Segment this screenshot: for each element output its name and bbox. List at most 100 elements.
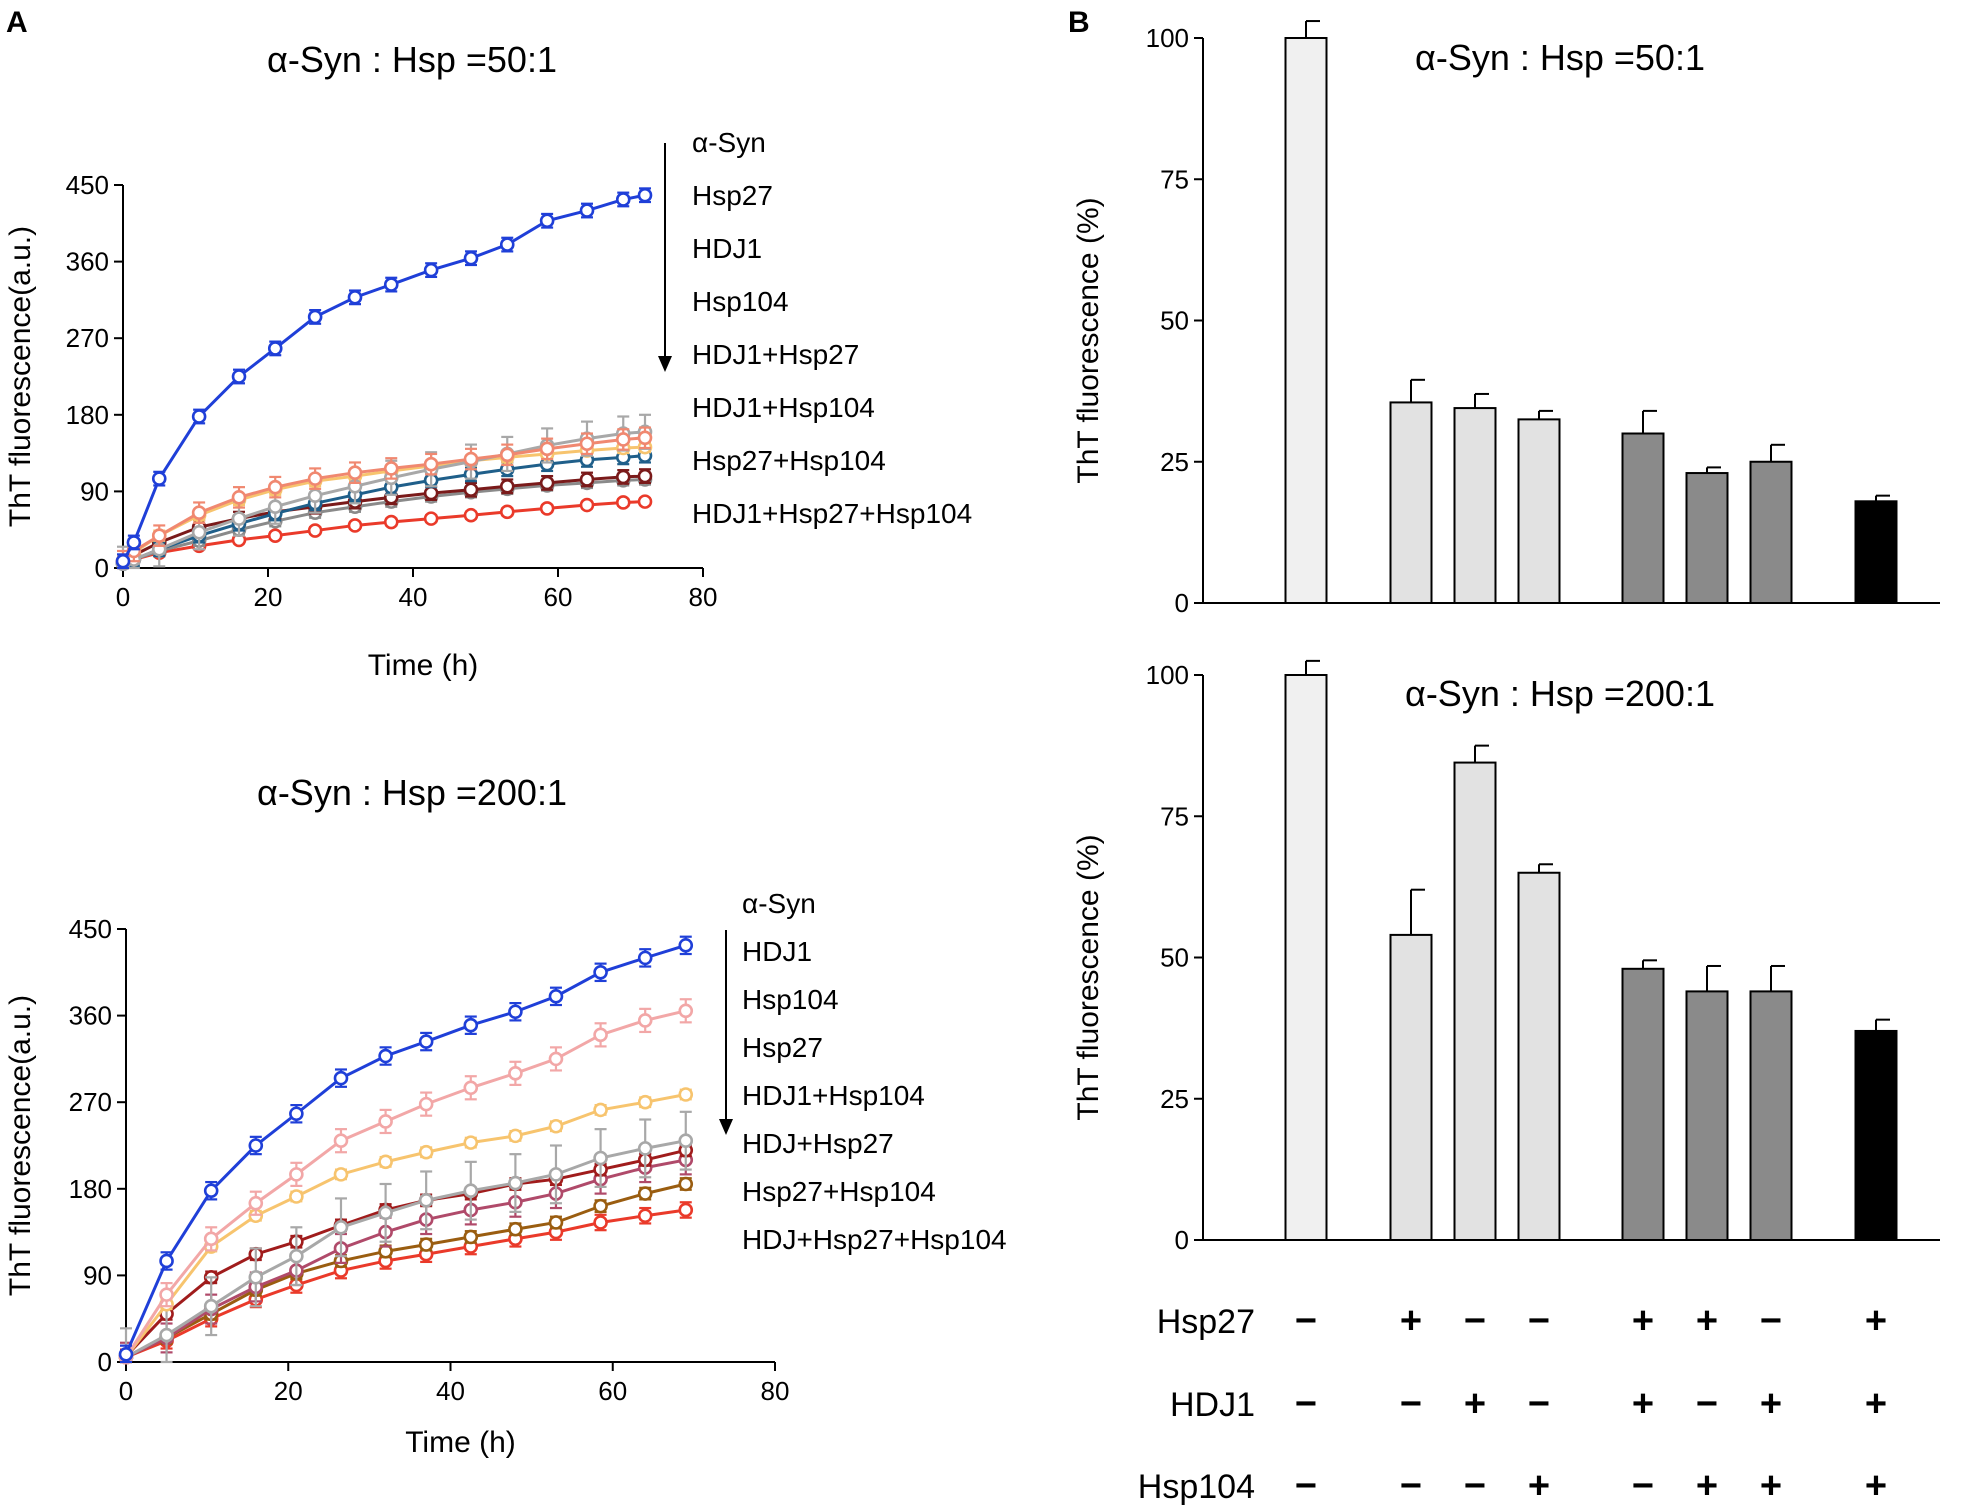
data-point bbox=[267, 528, 283, 543]
x-axis-label: Time (h) bbox=[405, 1426, 516, 1459]
data-point bbox=[539, 213, 555, 229]
chart-title: α-Syn : Hsp =50:1 bbox=[1415, 37, 1705, 78]
data-point bbox=[548, 1051, 564, 1067]
x-tick-label: 60 bbox=[544, 582, 573, 612]
legend-arrow-head bbox=[658, 356, 672, 372]
legend-entry: Hsp27+Hsp104 bbox=[692, 445, 886, 476]
data-point bbox=[508, 1221, 523, 1237]
bar bbox=[1685, 990, 1729, 1242]
legend-arrow-head bbox=[719, 1119, 733, 1135]
data-point bbox=[289, 1189, 304, 1204]
data-point bbox=[248, 1195, 264, 1211]
line-chart-200-to-1: α-Syn : Hsp =200:1 0 20 40 60 80 0 90 180 270 360 4… bbox=[4, 772, 1007, 1459]
data-point bbox=[267, 499, 283, 515]
data-point bbox=[383, 461, 399, 476]
series-0 bbox=[115, 187, 653, 570]
y-tick-label: 0 bbox=[98, 1347, 112, 1377]
plus-sign: + bbox=[1865, 1383, 1887, 1425]
y-tick-label: 180 bbox=[69, 1174, 112, 1204]
bar-5 bbox=[1685, 466, 1729, 604]
data-point bbox=[615, 495, 631, 510]
series-1 bbox=[118, 998, 694, 1365]
data-point bbox=[593, 1198, 608, 1214]
y-tick-label: 450 bbox=[69, 914, 112, 944]
series-line bbox=[124, 943, 687, 1355]
data-point bbox=[463, 451, 479, 467]
legend-entry: HDJ+Hsp27 bbox=[742, 1128, 894, 1159]
data-point bbox=[579, 203, 595, 218]
treatment-table: Hsp27− + − − + + − +HDJ1− − + − + − + +Hsp104− − − + − + + + bbox=[1138, 1300, 1887, 1507]
data-point bbox=[289, 1106, 304, 1122]
y-tick-label: 100 bbox=[1146, 23, 1189, 53]
data-point bbox=[593, 1150, 608, 1166]
bar bbox=[1389, 933, 1433, 1242]
data-point bbox=[151, 528, 167, 543]
data-point bbox=[539, 441, 555, 457]
bar-chart-50-to-1: α-Syn : Hsp =50:1 0 25 50 75 100 ThT fluoresce… bbox=[1072, 20, 1940, 618]
data-point bbox=[418, 1034, 434, 1049]
data-point bbox=[508, 1175, 523, 1191]
x-axis-label: Time (h) bbox=[368, 649, 479, 682]
y-tick-label: 100 bbox=[1146, 660, 1189, 690]
y-tick-label: 25 bbox=[1160, 1084, 1189, 1114]
series-line bbox=[122, 474, 646, 564]
data-point bbox=[248, 1270, 264, 1285]
y-tick-label: 0 bbox=[1175, 1225, 1189, 1255]
bar-1 bbox=[1389, 888, 1433, 1242]
legend-entry: α-Syn bbox=[692, 127, 766, 158]
minus-sign: − bbox=[1295, 1465, 1317, 1507]
y-tick-label: 90 bbox=[83, 1260, 112, 1290]
y-tick-label: 0 bbox=[1175, 588, 1189, 618]
legend-entry: HDJ1+Hsp104 bbox=[742, 1080, 925, 1111]
line-chart-50-to-1: α-Syn : Hsp =50:1 0 20 40 60 80 0 90 180 270 360 45… bbox=[4, 39, 972, 682]
data-point bbox=[203, 1231, 219, 1247]
data-point bbox=[579, 472, 595, 487]
y-axis-label: ThT fluorescence(a.u.) bbox=[4, 226, 37, 527]
data-point bbox=[463, 507, 479, 523]
row-label-hsp27: Hsp27 bbox=[1157, 1303, 1255, 1341]
minus-sign: − bbox=[1464, 1465, 1486, 1507]
data-point bbox=[593, 1102, 608, 1118]
legend-entry: HDJ1 bbox=[742, 936, 812, 967]
panel-b-label: B bbox=[1068, 6, 1090, 39]
chart-title: α-Syn : Hsp =200:1 bbox=[1405, 673, 1715, 714]
bar bbox=[1284, 37, 1328, 604]
data-point bbox=[548, 1215, 564, 1230]
plus-sign: + bbox=[1865, 1300, 1887, 1342]
chart-title: α-Syn : Hsp =50:1 bbox=[267, 39, 557, 80]
data-point bbox=[307, 309, 323, 325]
data-point bbox=[615, 469, 631, 485]
minus-sign: − bbox=[1464, 1300, 1486, 1342]
data-point bbox=[539, 501, 555, 516]
data-point bbox=[418, 1193, 434, 1208]
data-point bbox=[347, 290, 363, 305]
data-point bbox=[378, 1205, 393, 1221]
data-point bbox=[463, 1080, 479, 1096]
bar bbox=[1854, 1029, 1898, 1241]
minus-sign: − bbox=[1400, 1465, 1422, 1507]
data-point bbox=[463, 1135, 479, 1150]
bar-2 bbox=[1453, 392, 1497, 605]
data-point bbox=[248, 1138, 264, 1153]
series-line bbox=[122, 454, 646, 566]
data-point bbox=[378, 1048, 393, 1064]
x-tick-label: 0 bbox=[116, 582, 130, 612]
data-point bbox=[231, 490, 247, 505]
data-point bbox=[678, 938, 694, 953]
y-tick-label: 50 bbox=[1160, 943, 1189, 973]
y-tick-label: 75 bbox=[1160, 164, 1189, 194]
data-point bbox=[378, 1114, 393, 1129]
bar-6 bbox=[1749, 443, 1793, 604]
series-line bbox=[121, 193, 646, 562]
bar-2 bbox=[1453, 744, 1497, 1241]
bar-7 bbox=[1854, 1018, 1898, 1241]
data-point bbox=[508, 1066, 523, 1081]
y-tick-label: 0 bbox=[95, 553, 109, 583]
bar bbox=[1517, 871, 1561, 1241]
bar-3 bbox=[1517, 409, 1561, 604]
x-tick-label: 60 bbox=[598, 1376, 627, 1406]
data-point bbox=[548, 989, 564, 1004]
legend-entry: Hsp104 bbox=[692, 286, 789, 317]
data-point bbox=[637, 950, 653, 966]
bar bbox=[1621, 967, 1665, 1241]
